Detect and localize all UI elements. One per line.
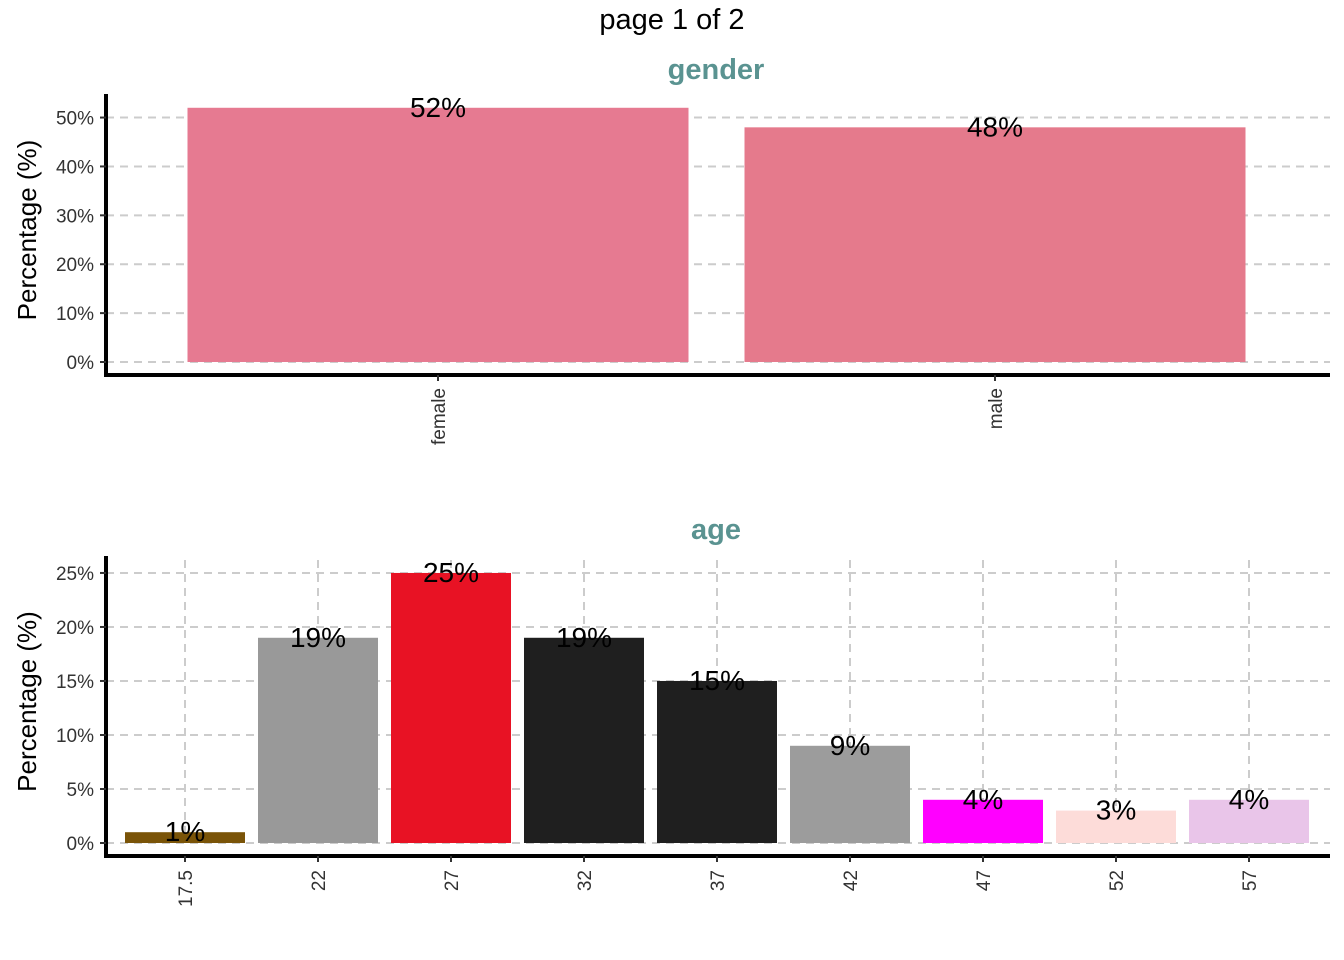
- y-tick-label: 20%: [56, 255, 94, 276]
- bar-42: [790, 745, 910, 843]
- data-label: 19%: [290, 622, 346, 653]
- y-tick-label: 30%: [56, 206, 94, 227]
- chart-panel-gender: gender 52% 48% 0% 10% 20% 30% 40% 50% female male P…: [12, 54, 1330, 445]
- bar-52: [1056, 810, 1176, 843]
- panel-title: age: [691, 514, 741, 546]
- x-tick-label: 17.5: [176, 870, 197, 907]
- page-title: page 1 of 2: [599, 4, 745, 36]
- data-label: 4%: [963, 784, 1003, 815]
- data-label: 52%: [410, 92, 466, 123]
- x-tick-label: 32: [575, 870, 596, 891]
- chart-panel-age: age 1% 19% 25% 19% 15% 9% 4% 3% 4% 0% 5% 10% 15% 20% 25…: [12, 514, 1330, 907]
- data-label: 48%: [967, 111, 1023, 142]
- y-tick-label: 10%: [56, 726, 94, 747]
- x-tick-label: male: [986, 388, 1007, 429]
- data-label: 3%: [1096, 795, 1136, 826]
- x-tick-label: female: [429, 388, 450, 445]
- data-label: 19%: [556, 622, 612, 653]
- data-label: 15%: [689, 665, 745, 696]
- x-tick-label: 42: [841, 870, 862, 891]
- y-tick-label: 0%: [67, 834, 95, 855]
- data-label: 4%: [1229, 784, 1269, 815]
- bar-male: [744, 127, 1246, 362]
- data-label: 1%: [165, 816, 205, 847]
- x-tick-label: 57: [1240, 870, 1261, 891]
- bar-57: [1189, 799, 1309, 843]
- y-tick-label: 50%: [56, 109, 94, 130]
- y-tick-label: 40%: [56, 157, 94, 178]
- y-tick-label: 25%: [56, 564, 94, 585]
- y-tick-label: 10%: [56, 304, 94, 325]
- y-axis-label: Percentage (%): [12, 611, 42, 792]
- bar-32: [524, 637, 644, 843]
- bar-37: [657, 680, 777, 843]
- x-tick-label: 47: [974, 870, 995, 891]
- y-axis-label: Percentage (%): [12, 140, 42, 321]
- y-tick-label: 5%: [67, 780, 95, 801]
- y-tick-label: 0%: [67, 353, 95, 374]
- x-tick-label: 27: [442, 870, 463, 891]
- y-tick-label: 15%: [56, 672, 94, 693]
- x-tick-label: 52: [1107, 870, 1128, 891]
- bar-female: [187, 107, 689, 363]
- data-label: 25%: [423, 557, 479, 588]
- bar-17.5: [125, 832, 245, 843]
- x-tick-label: 37: [708, 870, 729, 891]
- bar-22: [258, 637, 378, 843]
- x-tick-label: 22: [309, 870, 330, 891]
- data-label: 9%: [830, 730, 870, 761]
- y-tick-label: 20%: [56, 618, 94, 639]
- panel-title: gender: [668, 54, 765, 86]
- bar-27: [391, 572, 511, 843]
- bar-47: [923, 799, 1043, 843]
